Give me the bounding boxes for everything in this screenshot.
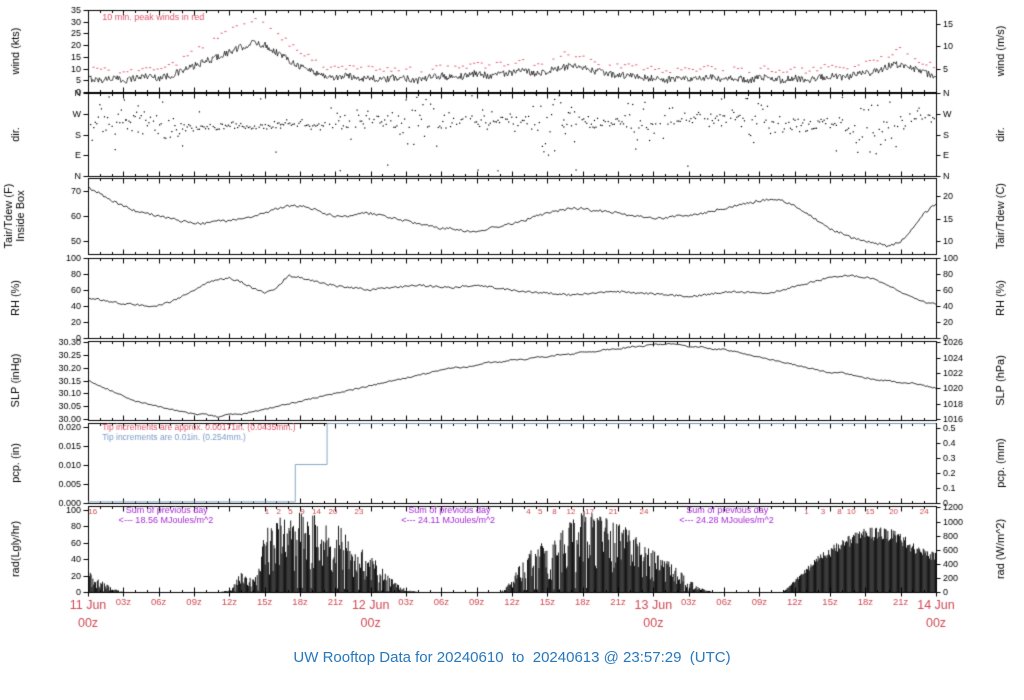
chart-footer-title: UW Rooftop Data for 20240610 to 20240613…	[293, 649, 731, 666]
